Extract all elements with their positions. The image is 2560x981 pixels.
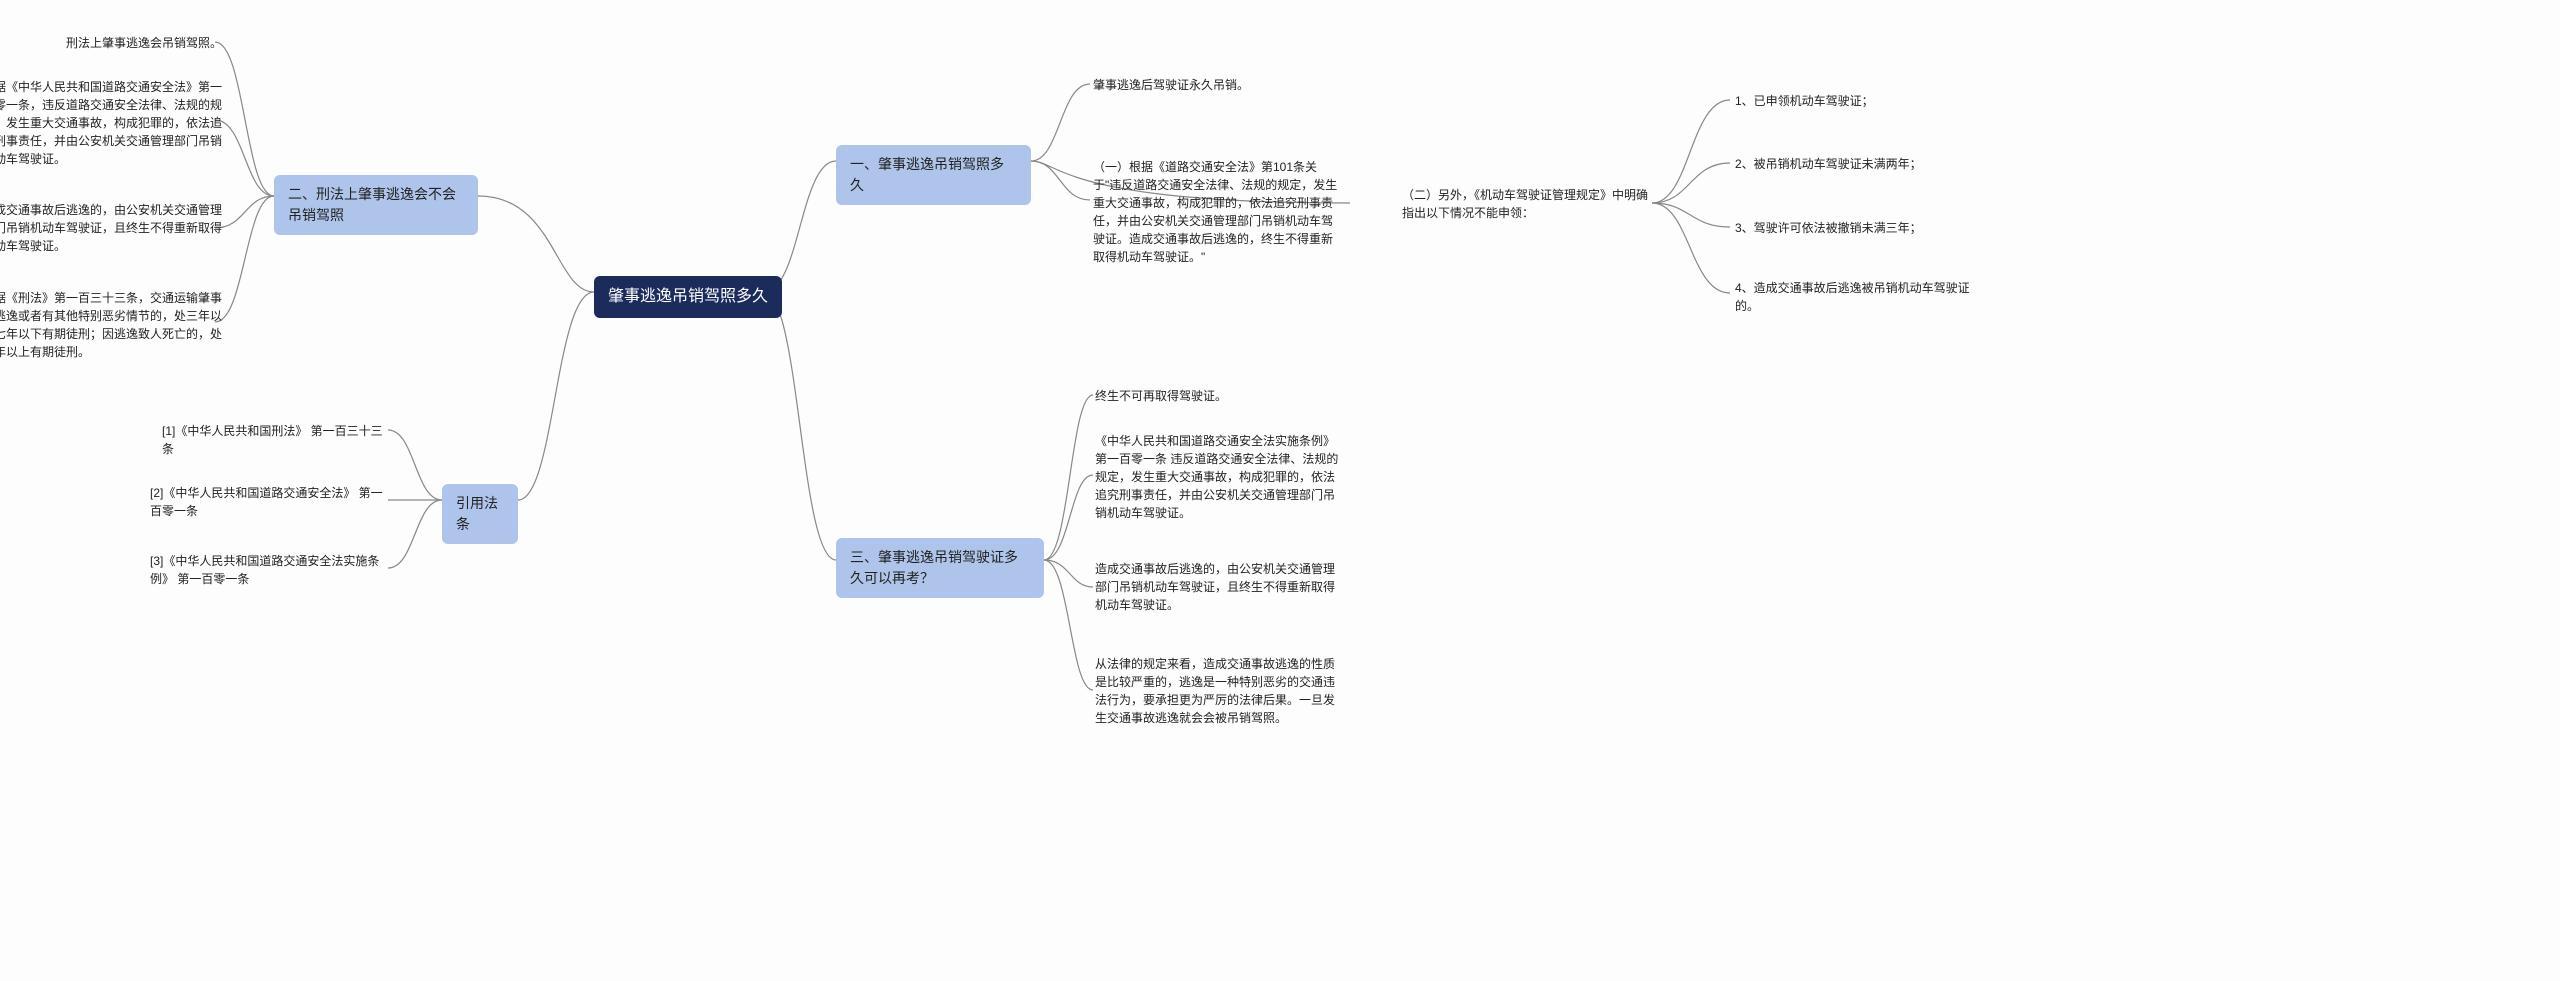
b1-leaf-1: 肇事逃逸后驾驶证永久吊销。 — [1093, 76, 1249, 94]
branch-ref[interactable]: 引用法条 — [442, 484, 518, 544]
b3-leaf-4: 从法律的规定来看，造成交通事故逃逸的性质是比较严重的，逃逸是一种特别恶劣的交通违… — [1095, 655, 1345, 727]
branch-three[interactable]: 三、肇事逃逸吊销驾驶证多久可以再考？ — [836, 538, 1044, 598]
b1-sub-1: 1、已申领机动车驾驶证； — [1735, 92, 1874, 110]
b2-leaf-3: 造成交通事故后逃逸的，由公安机关交通管理部门吊销机动车驾驶证，且终生不得重新取得… — [0, 201, 232, 255]
b3-leaf-1: 终生不可再取得驾驶证。 — [1095, 387, 1227, 405]
b1-leaf-3: （二）另外，《机动车驾驶证管理规定》中明确指出以下情况不能申领： — [1402, 186, 1652, 222]
b3-leaf-2: 《中华人民共和国道路交通安全法实施条例》第一百零一条 违反道路交通安全法律、法规… — [1095, 432, 1345, 522]
branch-two[interactable]: 二、刑法上肇事逃逸会不会吊销驾照 — [274, 175, 478, 235]
b1-sub-4: 4、造成交通事故后逃逸被吊销机动车驾驶证的。 — [1735, 279, 1985, 315]
root-node[interactable]: 肇事逃逸吊销驾照多久 — [594, 276, 782, 318]
ref-leaf-2: [2]《中华人民共和国道路交通安全法》 第一百零一条 — [150, 484, 388, 520]
branch-one[interactable]: 一、肇事逃逸吊销驾照多久 — [836, 145, 1031, 205]
b1-leaf-2: （一）根据《道路交通安全法》第101条关于"违反道路交通安全法律、法规的规定，发… — [1093, 158, 1343, 266]
ref-leaf-3: [3]《中华人民共和国道路交通安全法实施条例》 第一百零一条 — [150, 552, 388, 588]
b2-leaf-4: 根据《刑法》第一百三十三条，交通运输肇事后逃逸或者有其他特别恶劣情节的，处三年以… — [0, 289, 232, 361]
b1-sub-3: 3、驾驶许可依法被撤销未满三年； — [1735, 219, 1922, 237]
b2-leaf-2: 根据《中华人民共和国道路交通安全法》第一百零一条，违反道路交通安全法律、法规的规… — [0, 78, 232, 168]
b3-leaf-3: 造成交通事故后逃逸的，由公安机关交通管理部门吊销机动车驾驶证，且终生不得重新取得… — [1095, 560, 1345, 614]
b2-leaf-1: 刑法上肇事逃逸会吊销驾照。 — [66, 34, 296, 52]
b1-sub-2: 2、被吊销机动车驾驶证未满两年； — [1735, 155, 1922, 173]
ref-leaf-1: [1]《中华人民共和国刑法》 第一百三十三条 — [162, 422, 392, 458]
